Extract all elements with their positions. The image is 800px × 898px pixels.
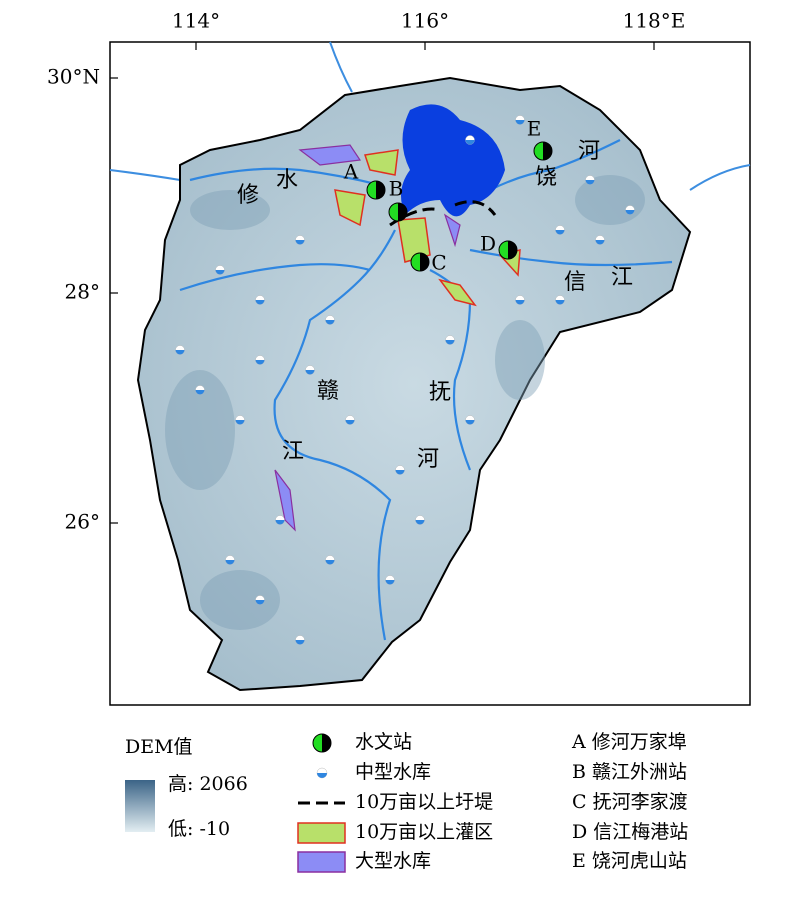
- river-label: 饶: [535, 165, 557, 190]
- legend-label: 水文站: [355, 731, 412, 753]
- dem-title: DEM值: [125, 736, 193, 758]
- river-label: 修: [237, 183, 259, 208]
- river-label: 信: [564, 270, 586, 295]
- legend-station-icon: [312, 733, 332, 753]
- terrain-shading: [165, 175, 645, 630]
- legend-large-reservoir-icon: [297, 851, 346, 873]
- rivers: [179, 139, 673, 641]
- reservoir-symbol: [255, 355, 265, 365]
- reservoir-symbol: [325, 555, 335, 565]
- dem-high: 高: 2066: [168, 773, 248, 795]
- lon-label: 116°: [401, 9, 449, 33]
- reservoir-symbol: [625, 205, 635, 215]
- reservoir-symbol: [555, 225, 565, 235]
- reservoir-symbol: [585, 175, 595, 185]
- station-name: C 抚河李家渡: [572, 791, 688, 813]
- reservoir-symbol: [305, 365, 315, 375]
- lat-label: 28°: [65, 280, 100, 304]
- river-label: 江: [611, 265, 633, 290]
- reservoir-symbol: [295, 235, 305, 245]
- reservoir-symbol: [445, 335, 455, 345]
- reservoir-symbol: [215, 265, 225, 275]
- river-label: 水: [276, 168, 298, 193]
- reservoir-symbol: [465, 135, 475, 145]
- reservoir-symbol: [515, 115, 525, 125]
- station-letter: B: [389, 177, 404, 201]
- reservoir-symbol: [595, 235, 605, 245]
- reservoir-symbol: [235, 415, 245, 425]
- legend-label: 大型水库: [355, 850, 431, 872]
- reservoir-symbol: [325, 315, 335, 325]
- station-letter: E: [527, 117, 542, 141]
- reservoir-symbol: [255, 595, 265, 605]
- poyang-lake: [401, 104, 505, 217]
- lat-label: 26°: [65, 510, 100, 534]
- large-reservoirs: [274, 144, 461, 532]
- dem-ramp: [125, 780, 155, 832]
- medium-reservoirs: [175, 115, 635, 645]
- station-name: D 信江梅港站: [572, 821, 688, 843]
- river-label: 河: [417, 447, 439, 472]
- station-name: E 饶河虎山站: [572, 850, 687, 872]
- legend-label: 10万亩以上灌区: [355, 821, 493, 843]
- reservoir-symbol: [255, 295, 265, 305]
- dike: [389, 200, 497, 227]
- province-outline: [136, 76, 692, 692]
- legend-reservoir-icon: [316, 767, 328, 779]
- dem-low: 低: -10: [168, 818, 230, 840]
- reservoir-symbol: [395, 465, 405, 475]
- ticks: [110, 42, 655, 524]
- lon-label: 114°: [172, 9, 220, 33]
- station-letter: D: [480, 232, 496, 256]
- outer-river: [109, 41, 751, 191]
- river-label: 河: [578, 139, 600, 164]
- reservoir-symbol: [465, 415, 475, 425]
- reservoir-symbol: [275, 515, 285, 525]
- reservoir-symbol: [175, 345, 185, 355]
- station-letter: C: [431, 251, 446, 275]
- lat-label: 30°N: [47, 65, 100, 89]
- reservoir-symbol: [225, 555, 235, 565]
- station-letter: A: [343, 160, 359, 184]
- legend-irrigation-icon: [297, 822, 346, 844]
- reservoir-symbol: [295, 635, 305, 645]
- irrigation-areas: [334, 149, 521, 307]
- river-label: 抚: [429, 380, 451, 405]
- reservoir-symbol: [415, 515, 425, 525]
- legend-label: 10万亩以上圩堤: [355, 791, 493, 813]
- stations: [366, 141, 553, 272]
- reservoir-symbol: [555, 295, 565, 305]
- reservoir-symbol: [515, 295, 525, 305]
- reservoir-symbol: [345, 415, 355, 425]
- station-name: A 修河万家埠: [571, 731, 687, 753]
- river-label: 江: [282, 439, 304, 464]
- station-name: B 赣江外洲站: [572, 761, 687, 783]
- reservoir-symbol: [385, 575, 395, 585]
- reservoir-symbol: [195, 385, 205, 395]
- legend-label: 中型水库: [355, 761, 431, 783]
- river-label: 赣: [317, 379, 339, 404]
- lon-label: 118°E: [623, 9, 686, 33]
